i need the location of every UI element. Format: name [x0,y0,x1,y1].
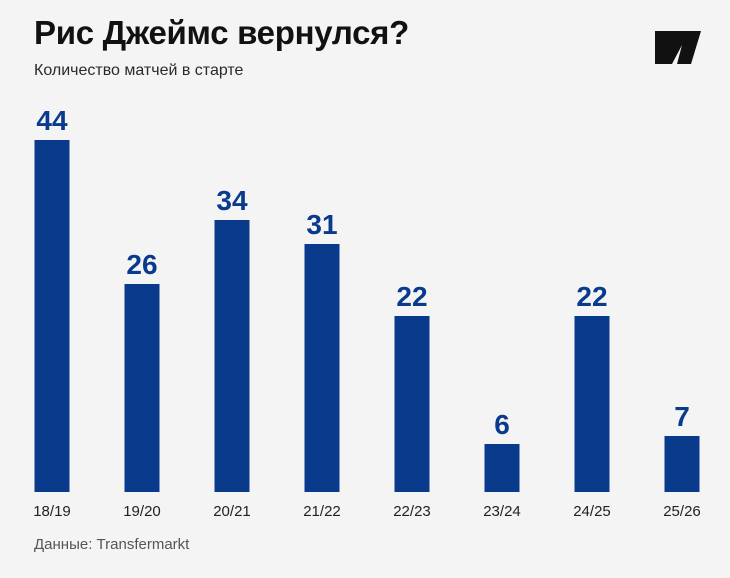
value-labels-group: 44 26 34 31 22 6 22 7 [36,105,689,440]
chart-subtitle: Количество матчей в старте [34,62,244,79]
x-tick-label-19-20: 19/20 [123,503,161,520]
bar-23-24 [484,444,520,492]
publisher-logo-icon [655,31,701,64]
value-label-21-22: 31 [306,209,337,240]
x-tick-label-21-22: 21/22 [303,503,341,520]
x-tick-label-25-26: 25/26 [663,503,701,520]
value-label-19-20: 26 [126,249,157,280]
x-tick-label-23-24: 23/24 [483,503,521,520]
value-label-23-24: 6 [494,409,510,440]
bar-24-25 [574,316,610,492]
x-tick-labels-group: 18/19 19/20 20/21 21/22 22/23 23/24 24/25 25/26 [33,503,701,520]
value-label-18-19: 44 [36,105,68,136]
x-tick-label-22-23: 22/23 [393,503,431,520]
value-label-20-21: 34 [216,185,248,216]
bar-18-19 [34,140,70,492]
chart-title: Рис Джеймс вернулся? [34,14,409,51]
value-label-25-26: 7 [674,401,690,432]
bar-20-21 [214,220,250,492]
data-source-note: Данные: Transfermarkt [34,536,190,553]
value-label-24-25: 22 [576,281,607,312]
x-tick-label-20-21: 20/21 [213,503,251,520]
bar-25-26 [664,436,700,492]
bar-19-20 [124,284,160,492]
bar-21-22 [304,244,340,492]
value-label-22-23: 22 [396,281,427,312]
logo-shape [655,31,701,64]
bars-group [34,140,700,492]
x-tick-label-24-25: 24/25 [573,503,611,520]
x-tick-label-18-19: 18/19 [33,503,71,520]
bar-22-23 [394,316,430,492]
